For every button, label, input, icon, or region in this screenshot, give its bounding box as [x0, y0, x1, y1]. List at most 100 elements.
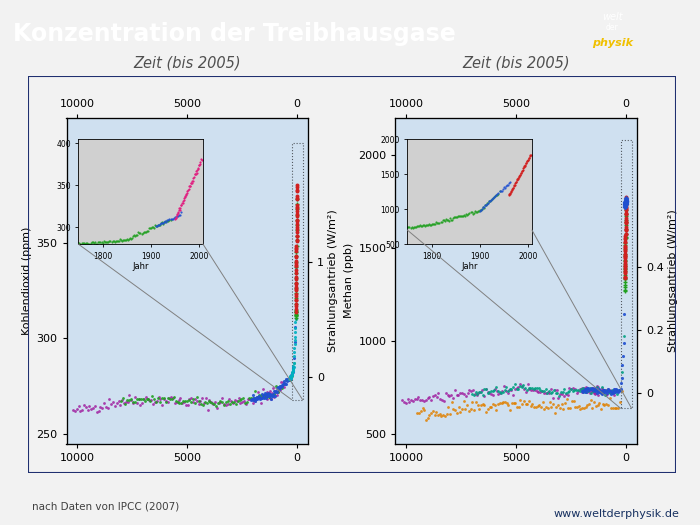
Point: [426, 220, 438, 228]
Point: [257, 391, 268, 400]
Point: [530, 384, 541, 393]
Point: [493, 390, 504, 398]
Point: [447, 394, 458, 402]
Point: [160, 217, 171, 225]
Point: [610, 388, 621, 396]
X-axis label: Jahr: Jahr: [461, 262, 478, 271]
Point: [155, 397, 166, 406]
Point: [503, 401, 514, 409]
Point: [510, 179, 521, 187]
Point: [582, 386, 594, 394]
Point: [480, 384, 491, 393]
Point: [477, 391, 488, 400]
Text: Zeit (bis 2005): Zeit (bis 2005): [463, 56, 570, 71]
Point: [488, 194, 499, 202]
Point: [482, 199, 493, 207]
Point: [536, 387, 547, 396]
Point: [587, 386, 598, 394]
Point: [160, 218, 171, 226]
Point: [609, 386, 620, 394]
Point: [482, 388, 493, 396]
Point: [532, 402, 543, 411]
Point: [620, 196, 631, 205]
Point: [140, 393, 151, 402]
Point: [484, 403, 495, 412]
Point: [251, 394, 262, 403]
Point: [290, 311, 302, 320]
Point: [132, 230, 143, 239]
Point: [148, 400, 159, 408]
Text: der: der: [606, 24, 619, 33]
Point: [511, 175, 522, 184]
Point: [468, 391, 480, 399]
Point: [587, 404, 598, 413]
Point: [620, 200, 631, 208]
Point: [290, 247, 302, 255]
Point: [599, 401, 610, 410]
Point: [589, 384, 600, 392]
Point: [480, 201, 491, 209]
Point: [148, 223, 160, 232]
Point: [113, 237, 125, 246]
Point: [291, 212, 302, 220]
Point: [165, 215, 176, 224]
Point: [533, 401, 545, 409]
Point: [464, 385, 475, 394]
Point: [173, 211, 184, 219]
Point: [510, 380, 521, 388]
Point: [477, 203, 489, 212]
Point: [617, 352, 629, 360]
Point: [458, 211, 470, 219]
Point: [290, 274, 302, 282]
Text: nach Daten von IPCC (2007): nach Daten von IPCC (2007): [32, 502, 178, 512]
Point: [467, 398, 478, 406]
Point: [226, 397, 237, 406]
Point: [524, 151, 536, 160]
Point: [120, 397, 132, 406]
Point: [424, 411, 435, 419]
Point: [579, 385, 590, 393]
Point: [269, 392, 280, 400]
Point: [620, 195, 631, 204]
Point: [475, 388, 486, 397]
Point: [606, 388, 617, 397]
Point: [261, 390, 272, 398]
Point: [158, 219, 169, 227]
Point: [463, 210, 474, 218]
Point: [519, 162, 530, 171]
Point: [109, 402, 120, 411]
Point: [463, 407, 475, 415]
Point: [268, 393, 279, 401]
Point: [108, 237, 119, 246]
Point: [591, 389, 602, 397]
Point: [452, 213, 463, 221]
Point: [588, 387, 599, 396]
Point: [620, 226, 631, 234]
Point: [420, 395, 431, 404]
Point: [153, 394, 164, 403]
Point: [620, 244, 631, 253]
Point: [517, 400, 528, 408]
Point: [291, 232, 302, 240]
Point: [586, 385, 597, 393]
Point: [491, 191, 502, 200]
Point: [608, 386, 620, 395]
Point: [547, 400, 559, 408]
Point: [173, 396, 184, 404]
Point: [130, 232, 141, 240]
Point: [495, 389, 506, 397]
Point: [491, 406, 502, 415]
Point: [620, 245, 631, 253]
Point: [567, 387, 578, 396]
Point: [594, 387, 606, 396]
Point: [513, 382, 524, 391]
Point: [430, 218, 442, 226]
Point: [616, 386, 627, 395]
Point: [596, 384, 608, 392]
Point: [244, 394, 255, 403]
Point: [427, 407, 438, 415]
Point: [77, 239, 88, 247]
Point: [112, 237, 123, 245]
Point: [290, 315, 301, 323]
Point: [593, 387, 604, 396]
